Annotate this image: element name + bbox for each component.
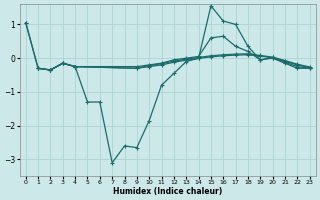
X-axis label: Humidex (Indice chaleur): Humidex (Indice chaleur) (113, 187, 222, 196)
